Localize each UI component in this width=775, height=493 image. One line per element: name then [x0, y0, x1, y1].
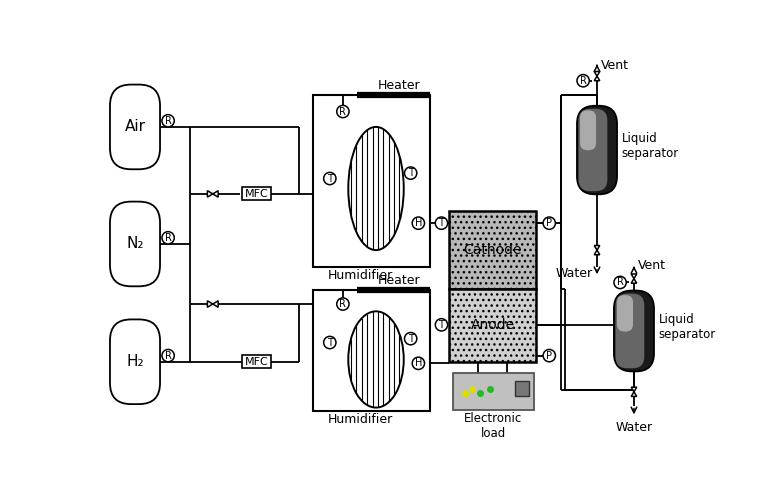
Bar: [313, 95, 430, 267]
Bar: [449, 211, 536, 288]
Ellipse shape: [348, 127, 404, 250]
Bar: [313, 290, 430, 411]
Polygon shape: [631, 392, 637, 396]
Polygon shape: [594, 250, 600, 255]
Text: R: R: [617, 278, 624, 287]
Circle shape: [162, 232, 174, 244]
Ellipse shape: [348, 312, 404, 408]
Text: N₂: N₂: [126, 237, 143, 251]
Circle shape: [405, 332, 417, 345]
Circle shape: [324, 336, 336, 349]
Circle shape: [412, 357, 425, 369]
Text: Water: Water: [556, 267, 593, 280]
Circle shape: [324, 173, 336, 185]
Polygon shape: [208, 301, 213, 307]
Bar: [242, 187, 271, 201]
Polygon shape: [213, 191, 219, 197]
Bar: [449, 288, 536, 362]
Text: Vent: Vent: [601, 59, 629, 72]
FancyBboxPatch shape: [578, 109, 608, 191]
Text: MFC: MFC: [245, 189, 269, 199]
Text: R: R: [164, 233, 171, 243]
Text: R: R: [164, 351, 171, 360]
Text: Heater: Heater: [377, 79, 420, 92]
Circle shape: [337, 298, 349, 310]
Polygon shape: [594, 246, 600, 250]
Text: T: T: [327, 338, 332, 348]
Circle shape: [162, 114, 174, 127]
Text: Humidifier: Humidifier: [328, 269, 393, 282]
Text: H: H: [415, 358, 422, 368]
Text: H: H: [415, 218, 422, 228]
Text: Cathode: Cathode: [463, 243, 522, 257]
Text: T: T: [408, 334, 414, 344]
Polygon shape: [213, 301, 219, 307]
Text: P: P: [546, 218, 553, 228]
Circle shape: [577, 74, 589, 87]
FancyBboxPatch shape: [110, 85, 160, 169]
Polygon shape: [208, 191, 213, 197]
Text: Air: Air: [125, 119, 146, 135]
Text: Electronic
load: Electronic load: [464, 412, 522, 440]
FancyBboxPatch shape: [617, 295, 633, 332]
Polygon shape: [631, 274, 637, 279]
Text: T: T: [327, 174, 332, 183]
Text: Water: Water: [615, 421, 653, 434]
FancyBboxPatch shape: [580, 110, 596, 150]
Text: H₂: H₂: [126, 354, 144, 369]
Circle shape: [162, 350, 174, 362]
Text: R: R: [339, 106, 346, 116]
Text: Vent: Vent: [638, 259, 666, 272]
Text: Liquid
separator: Liquid separator: [659, 313, 716, 341]
Bar: [453, 373, 534, 410]
Bar: [515, 381, 529, 396]
FancyBboxPatch shape: [614, 290, 654, 371]
FancyBboxPatch shape: [110, 202, 160, 286]
FancyBboxPatch shape: [577, 106, 617, 194]
Polygon shape: [594, 71, 600, 76]
Bar: [242, 355, 271, 368]
FancyBboxPatch shape: [110, 319, 160, 404]
Text: Liquid
separator: Liquid separator: [622, 132, 679, 160]
Circle shape: [412, 217, 425, 229]
Text: R: R: [339, 299, 346, 309]
Text: R: R: [164, 116, 171, 126]
Text: P: P: [546, 351, 553, 360]
Circle shape: [543, 217, 556, 229]
Text: Heater: Heater: [377, 274, 420, 287]
Circle shape: [614, 276, 626, 288]
Circle shape: [405, 167, 417, 179]
Text: MFC: MFC: [245, 357, 269, 367]
Polygon shape: [594, 76, 600, 81]
Text: R: R: [580, 76, 587, 86]
FancyBboxPatch shape: [615, 294, 644, 368]
Polygon shape: [631, 387, 637, 392]
Circle shape: [436, 217, 448, 229]
Text: T: T: [439, 320, 444, 330]
Text: Humidifier: Humidifier: [328, 413, 393, 426]
Circle shape: [337, 106, 349, 118]
Text: T: T: [439, 218, 444, 228]
Polygon shape: [631, 279, 637, 283]
Text: T: T: [408, 168, 414, 178]
Circle shape: [543, 350, 556, 362]
Text: Anode: Anode: [470, 318, 515, 332]
Circle shape: [436, 318, 448, 331]
